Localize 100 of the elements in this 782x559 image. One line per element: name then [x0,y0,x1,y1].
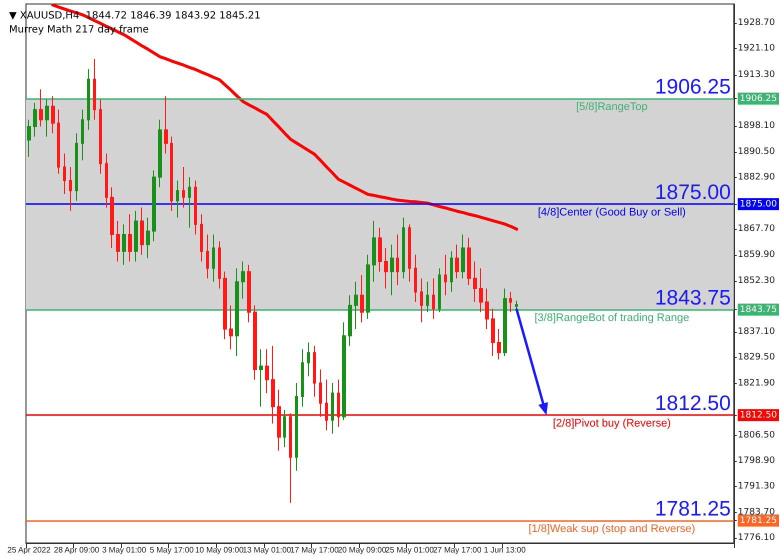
candlestick [176,180,179,218]
y-tick-label: 1791.30 [738,482,776,492]
candlestick [319,369,322,418]
y-tick-label: 1776.10 [738,532,776,543]
y-tick-label: 1821.90 [738,378,776,388]
candlestick [444,254,447,296]
candlestick [313,345,316,398]
y-tick-label: 1875.00 [740,200,778,210]
ref-line-label: [4/8]Center (Good Buy or Sell) [538,206,686,219]
candlestick [277,389,281,452]
y-tick-label: 1812.50 [740,410,778,421]
candlestick [182,166,185,208]
annotation: 1906.25 [654,76,731,99]
candlestick [235,268,239,357]
x-tick-label: 27 May 17:00 [432,546,482,554]
candlestick [360,274,364,323]
y-tick-label: 1898.10 [738,121,776,132]
candlestick [467,237,471,286]
y-tick-label: 1837.10 [738,327,776,338]
candlestick [110,186,114,249]
candlestick [194,180,197,236]
candlestick [390,244,394,296]
candlestick [200,214,203,262]
candlestick [57,109,60,174]
candlestick [51,96,55,134]
candlestick [366,254,370,320]
candlestick [158,119,162,188]
candlestick [348,294,352,346]
candlestick [99,99,102,174]
ref-line-label: [3/8]RangeBot of trading Range [534,312,690,324]
candlestick [87,68,90,130]
candlestick [45,99,49,138]
candlestick [497,328,501,360]
candlestick [331,382,334,434]
y-tick-label: 1781.25 [740,516,777,526]
candlestick [307,342,310,377]
x-tick-label: 17 May 17:00 [290,546,340,554]
candlestick [426,281,429,313]
candlestick [247,264,251,323]
y-tick-label: 1852.30 [738,276,776,286]
candlestick [414,254,417,303]
candlestick [105,153,108,208]
y-tick-label: 1843.75 [740,305,777,316]
candlestick [408,224,411,282]
candlestick [212,234,215,282]
candlestick [396,234,399,286]
candlestick [372,220,376,282]
x-tick-label: 25 Apr 2022 [7,546,52,554]
candlestick [93,58,96,120]
candlestick [473,261,477,303]
candlestick [337,379,340,428]
candlestick [27,119,31,158]
candlestick [515,300,518,310]
candlestick [128,214,132,262]
candlestick [325,379,328,431]
candlestick [218,240,221,290]
candlestick [75,132,78,202]
candlestick [420,278,423,323]
ref-line-label: [1/8]Weak sup (stop and Reverse) [528,523,696,536]
candlestick [455,244,459,279]
candlestick [342,322,346,421]
annotation: 1843.75 [654,286,731,310]
candlestick [241,261,245,300]
candlestick [271,345,275,424]
candlestick [503,288,507,357]
y-tick-label: 1859.90 [738,250,776,260]
candlestick [283,410,286,448]
y-tick-label: 1806.50 [738,430,776,440]
x-tick-label: 1 Jun 13:00 [484,546,526,554]
x-tick-label: 25 May 01:00 [385,546,434,554]
candlestick [69,166,72,212]
candlestick [438,268,441,313]
y-tick-label: 1921.10 [738,44,776,54]
candlestick [253,304,257,380]
candlestick [289,412,292,504]
y-tick-label: 1829.50 [738,352,776,363]
candlestick [402,217,405,279]
candlestick [265,348,269,394]
ref-line-label: [5/8]RangeTop [576,101,648,114]
y-tick-label: 1783.70 [738,507,776,518]
candlestick [354,281,358,330]
candlestick [485,288,489,330]
candlestick [81,109,84,161]
candlestick [223,271,227,340]
candlestick [164,96,168,154]
candlestick [122,224,126,266]
candlestick [295,382,298,472]
y-tick-label: 1906.25 [740,94,777,104]
ref-line-label: [2/8]Pivot buy (Reverse) [552,418,671,430]
y-tick-label: 1890.50 [738,146,776,157]
y-tick-label: 1882.90 [738,172,776,182]
candlestick [259,348,263,408]
candlestick [116,220,120,262]
y-tick-label: 1913.30 [738,70,776,80]
x-tick-label: 5 May 17:00 [150,546,194,554]
candlestick [301,348,304,408]
candlestick [229,304,233,350]
candlestick [39,88,43,128]
candlestick [491,308,495,357]
candlestick [432,278,435,320]
